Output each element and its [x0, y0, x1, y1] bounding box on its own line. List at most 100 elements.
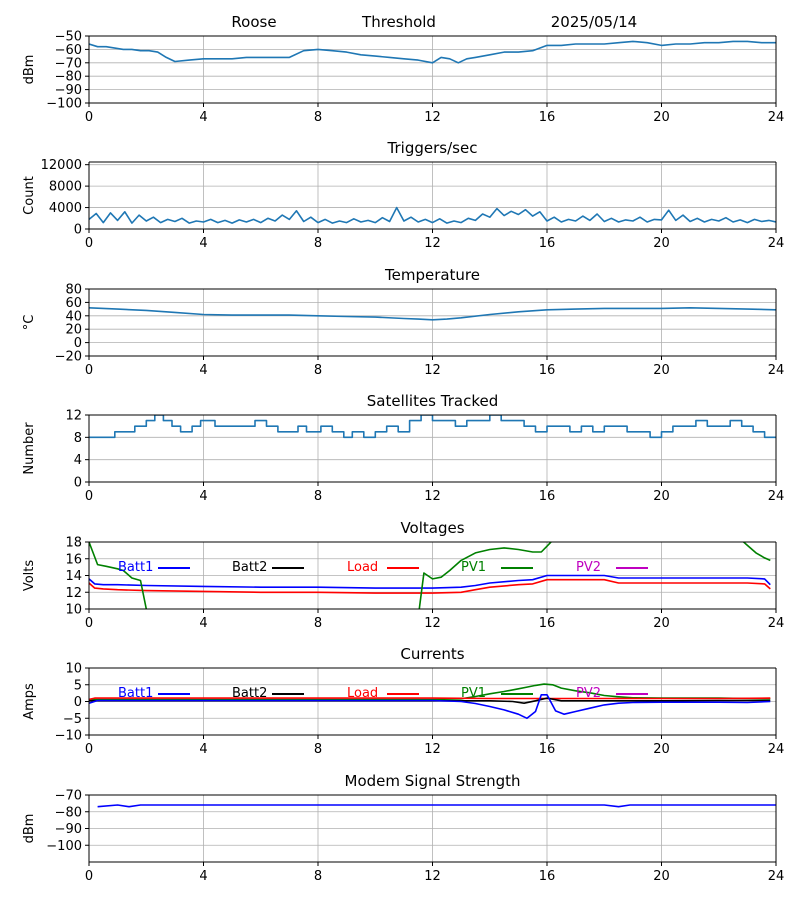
series-line — [89, 574, 771, 589]
grid — [88, 541, 777, 610]
x-tick-label: 0 — [85, 489, 93, 504]
y-tick-label: −90 — [55, 83, 82, 98]
y-tick-label: 12 — [65, 409, 82, 424]
x-tick-label: 4 — [199, 869, 207, 884]
legend-entry-label: Batt2 — [232, 686, 267, 701]
legend-entry-label: PV2 — [576, 560, 601, 575]
y-tick-label: −60 — [55, 43, 82, 58]
x-tick-label: 24 — [768, 742, 785, 757]
x-tick-label: 4 — [199, 742, 207, 757]
legend: Batt1 Batt2 Load PV1 PV2 — [118, 686, 648, 701]
x-tick-label: 8 — [314, 110, 322, 125]
x-tick-label: 12 — [424, 742, 441, 757]
x-tick-label: 12 — [424, 363, 441, 378]
legend-entry-label: Batt2 — [232, 560, 267, 575]
series-line — [89, 306, 776, 321]
x-tick-label: 20 — [653, 236, 670, 251]
legend-entry-label: PV2 — [576, 686, 601, 701]
y-tick-label: −80 — [55, 805, 82, 820]
grid — [88, 162, 777, 230]
x-tick-label: 20 — [653, 110, 670, 125]
series-group — [89, 415, 776, 439]
x-tick-label: 20 — [653, 616, 670, 631]
x-tick-label: 16 — [539, 110, 556, 125]
y-axis-label: °C — [22, 315, 37, 331]
y-tick-label: 0 — [74, 476, 82, 491]
legend-entry-label: Batt1 — [118, 560, 153, 575]
y-tick-label: −90 — [55, 822, 82, 837]
y-axis-label: Volts — [22, 560, 37, 592]
series-group — [89, 306, 776, 321]
y-axis-label: Number — [22, 422, 37, 475]
chart-voltages: Voltages Volts Batt1 Batt2 Load PV1 PV2 0 4 8 12 16… — [22, 519, 784, 631]
chart-triggers: Triggers/sec Count 0 4 8 12 16 20 24 0 4000 8000 120… — [22, 139, 784, 251]
series-line — [89, 415, 776, 439]
chart-title: Voltages — [400, 519, 464, 537]
chart-title: Triggers/sec — [387, 139, 478, 157]
y-tick-label: 4 — [74, 453, 82, 468]
y-tick-label: 0 — [74, 336, 82, 351]
y-tick-label: 16 — [65, 552, 82, 567]
y-tick-label: −70 — [55, 56, 82, 71]
station-name: Roose — [231, 13, 276, 31]
series-line — [89, 542, 771, 609]
x-tick-label: 0 — [85, 110, 93, 125]
x-tick-label: 4 — [199, 363, 207, 378]
x-tick-label: 24 — [768, 616, 785, 631]
legend-entry-label: PV1 — [461, 560, 486, 575]
series-line — [89, 693, 771, 720]
series-line — [89, 206, 776, 224]
y-axis-label: dBm — [22, 55, 37, 85]
y-tick-label: 10 — [65, 603, 82, 618]
y-tick-label: 8 — [74, 431, 82, 446]
date-label: 2025/05/14 — [551, 13, 637, 31]
x-tick-label: 16 — [539, 742, 556, 757]
x-tick-label: 24 — [768, 869, 785, 884]
y-axis-label: Count — [22, 176, 37, 215]
series-line — [89, 40, 776, 64]
chart-title: Modem Signal Strength — [345, 772, 521, 790]
legend: Batt1 Batt2 Load PV1 PV2 — [118, 560, 648, 575]
chart-currents: Currents Amps Batt1 Batt2 Load PV1 PV2 0 4 8 12 16 2… — [22, 645, 784, 757]
chart-title: Temperature — [384, 266, 480, 284]
chart-satellites: Satellites Tracked Number 0 4 8 12 16 20 24 0 4 8 12 — [22, 392, 784, 504]
y-tick-label: −70 — [55, 789, 82, 804]
x-tick-label: 0 — [85, 236, 93, 251]
y-tick-label: −100 — [46, 839, 82, 854]
y-tick-label: 0 — [74, 223, 82, 238]
y-tick-label: 20 — [65, 323, 82, 338]
y-axis-label: Amps — [22, 683, 37, 720]
series-line — [89, 683, 771, 701]
x-tick-label: 4 — [199, 236, 207, 251]
x-tick-label: 8 — [314, 869, 322, 884]
series-line — [89, 697, 771, 701]
y-tick-label: −50 — [55, 30, 82, 45]
legend-entry-label: Load — [347, 560, 378, 575]
x-tick-label: 24 — [768, 236, 785, 251]
chart-title: Satellites Tracked — [367, 392, 498, 410]
series-group — [89, 40, 776, 64]
x-tick-label: 0 — [85, 742, 93, 757]
y-tick-label: −20 — [55, 350, 82, 365]
x-tick-label: 8 — [314, 489, 322, 504]
y-tick-label: 0 — [74, 695, 82, 710]
x-tick-label: 12 — [424, 489, 441, 504]
legend-entry-label: PV1 — [461, 686, 486, 701]
y-tick-label: 18 — [65, 536, 82, 551]
x-tick-label: 12 — [424, 110, 441, 125]
mode-label: Threshold — [361, 13, 436, 31]
y-tick-label: 40 — [65, 309, 82, 324]
x-tick-label: 4 — [199, 616, 207, 631]
x-tick-label: 16 — [539, 869, 556, 884]
y-tick-label: 80 — [65, 283, 82, 298]
x-tick-label: 12 — [424, 869, 441, 884]
legend-entry-label: Load — [347, 686, 378, 701]
y-tick-label: −100 — [46, 97, 82, 112]
x-tick-label: 8 — [314, 616, 322, 631]
x-tick-label: 16 — [539, 236, 556, 251]
y-tick-label: 12000 — [41, 158, 82, 173]
series-group — [89, 206, 776, 224]
